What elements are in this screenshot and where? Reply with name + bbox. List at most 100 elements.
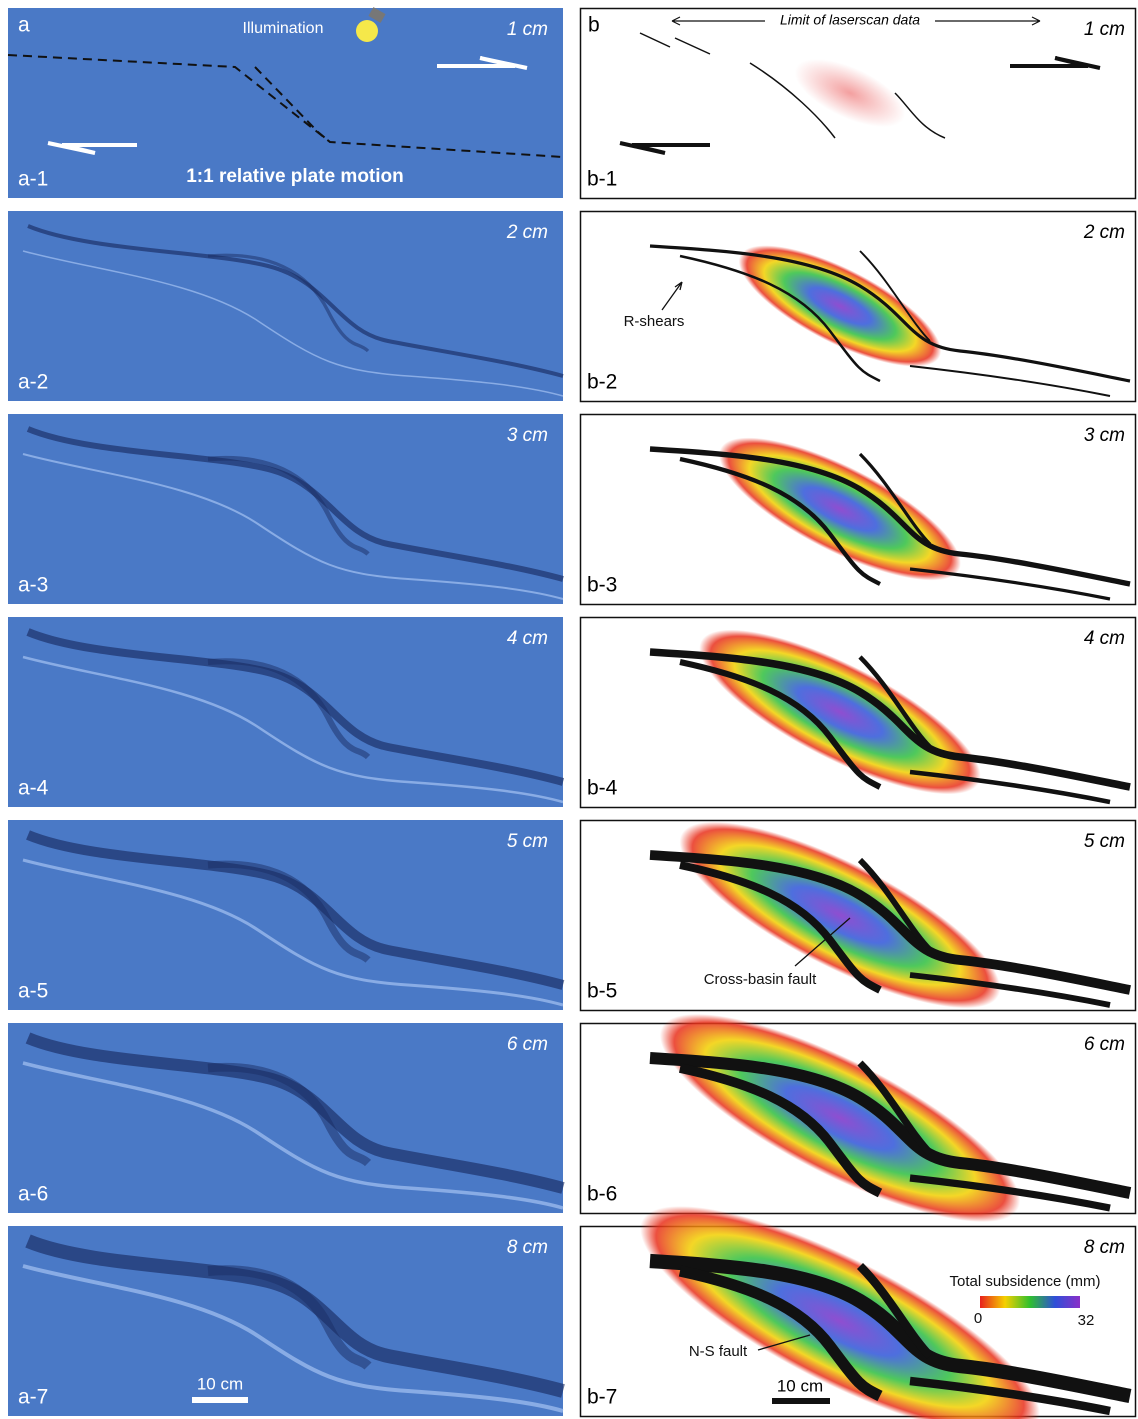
displacement-label: 8 cm (507, 1237, 548, 1258)
colorbar-min: 0 (974, 1310, 982, 1327)
pointer (757, 1334, 811, 1351)
fault (678, 1063, 883, 1198)
displacement-label: 5 cm (507, 831, 548, 852)
panel-label: b-3 (587, 574, 617, 597)
colorbar-max: 32 (1078, 1312, 1095, 1329)
panel-b: b-5 5 cm (579, 819, 1137, 1012)
panel-label: a-7 (18, 1386, 48, 1409)
fault (649, 1253, 1132, 1403)
light-trace (22, 1264, 564, 1413)
panel-b: b-1 1 cm (579, 7, 1137, 200)
displacement-label: 2 cm (506, 222, 548, 243)
fault (859, 250, 1111, 397)
annotations: a Illumination 1:1 relative plate motion… (7, 7, 1101, 1404)
motion-arrow (1010, 56, 1101, 70)
fault (857, 1060, 1111, 1212)
displacement-label: 5 cm (1084, 831, 1125, 852)
lamp-icon (368, 7, 386, 23)
scale-bar (192, 1397, 248, 1403)
fault (679, 254, 881, 383)
panel-label: a-3 (18, 574, 48, 597)
panel-label: a-6 (18, 1183, 48, 1206)
light-trace (22, 453, 564, 600)
sun-icon (356, 20, 378, 42)
motion-label: 1:1 relative plate motion (186, 166, 404, 187)
panel-label: a-1 (18, 168, 48, 191)
light-trace (22, 655, 564, 804)
column-letter: a (18, 14, 30, 37)
panel-label: b-7 (587, 1386, 617, 1409)
cross-basin-label: Cross-basin fault (704, 971, 817, 988)
subsidence (699, 629, 981, 795)
panel-b: b-3 3 cm (579, 413, 1137, 606)
panel-b: b-7 8 cm (579, 1206, 1137, 1419)
fault (858, 655, 1111, 805)
panel-label: a-5 (18, 980, 48, 1003)
panels: a-1 1 cm b-1 1 cm a-2 2 cm b-2 2 cm a-3 3 cm b-3 3 … (8, 7, 1137, 1419)
motion-arrow (619, 141, 710, 155)
scale-bar (772, 1398, 830, 1404)
fault (649, 1052, 1132, 1199)
panel-label: a-2 (18, 371, 48, 394)
panel-b: b-6 6 cm (579, 1013, 1137, 1223)
light-trace (22, 250, 564, 397)
fault (649, 446, 1131, 587)
illumination-label: Illumination (243, 20, 324, 37)
fault (858, 452, 1111, 601)
colorbar-title: Total subsidence (mm) (950, 1273, 1101, 1290)
fault-trace (7, 54, 564, 158)
fault (679, 659, 882, 790)
fault (678, 1265, 883, 1402)
photo (8, 8, 563, 198)
panel-a: a-2 2 cm (8, 211, 564, 401)
panel-label: b-4 (587, 777, 618, 800)
subsidence (738, 245, 942, 367)
light-trace (22, 1061, 564, 1210)
panel-label: a-4 (18, 777, 49, 800)
scale-bar-label: 10 cm (197, 1374, 243, 1393)
r-shears-label: R-shears (624, 313, 685, 330)
displacement-label: 8 cm (1084, 1237, 1125, 1258)
displacement-label: 6 cm (1084, 1034, 1125, 1055)
dark-trace (207, 1265, 372, 1370)
column-letter: b (588, 14, 600, 37)
fault (679, 861, 882, 994)
dark-trace (207, 658, 371, 760)
panel-label: b-2 (587, 371, 617, 394)
fault (649, 648, 1131, 791)
displacement-label: 1 cm (507, 19, 548, 40)
dark-trace (207, 455, 370, 556)
displacement-label: 3 cm (507, 425, 548, 446)
scale-bar-label: 10 cm (777, 1376, 823, 1395)
dark-trace (26, 628, 565, 786)
panel-label: b-6 (587, 1183, 617, 1206)
colorbar (980, 1296, 1080, 1308)
motion-arrow (47, 141, 137, 155)
dark-trace (26, 426, 564, 582)
fault (649, 244, 1131, 383)
fault (649, 850, 1131, 995)
panel-label: b-1 (587, 168, 617, 191)
displacement-label: 6 cm (507, 1034, 548, 1055)
motion-arrow (437, 56, 528, 70)
displacement-label: 2 cm (1083, 222, 1125, 243)
light-trace (22, 858, 564, 1007)
panel-a: a-3 3 cm (8, 414, 564, 604)
panel-b: b-2 2 cm (579, 210, 1137, 403)
limit-arrow (671, 16, 1041, 26)
displacement-label: 4 cm (507, 628, 548, 649)
dark-trace (207, 1062, 372, 1167)
fault (639, 32, 946, 139)
pointer (661, 281, 683, 311)
subsidence (794, 58, 906, 128)
panel-a: a-1 1 cm (8, 8, 563, 198)
panel-a: a-7 8 cm (8, 1226, 565, 1416)
displacement-label: 3 cm (1084, 425, 1125, 446)
pointer (794, 917, 851, 967)
dark-trace (207, 860, 371, 963)
displacement-label: 1 cm (1084, 19, 1125, 40)
displacement-label: 4 cm (1084, 628, 1125, 649)
photo (8, 211, 563, 401)
panel-a: a-4 4 cm (8, 617, 565, 807)
